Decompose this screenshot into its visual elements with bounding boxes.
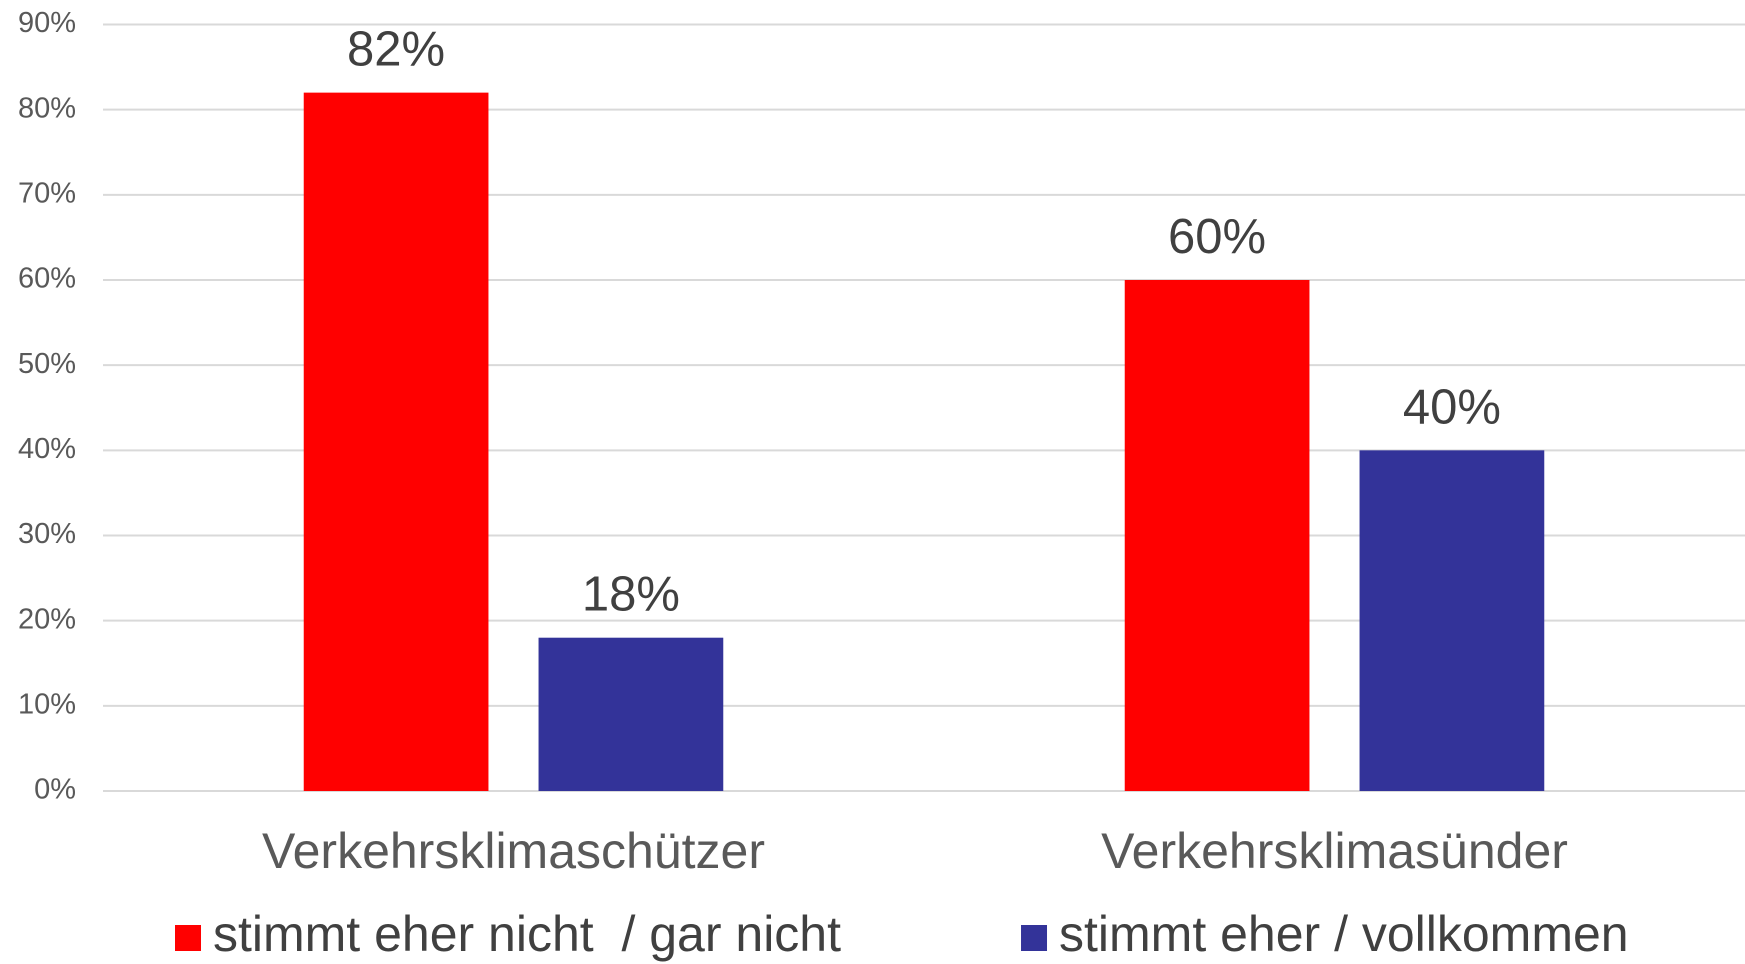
y-tick-label: 30% xyxy=(18,518,76,550)
y-tick-label: 10% xyxy=(18,688,76,720)
y-tick-label: 60% xyxy=(18,263,76,295)
x-tick-label: Verkehrsklimasünder xyxy=(1101,823,1568,879)
bar xyxy=(538,637,724,791)
y-tick-label: 20% xyxy=(18,603,76,635)
y-tick-label: 0% xyxy=(34,774,76,806)
y-tick-label: 50% xyxy=(18,348,76,380)
data-label: 82% xyxy=(347,23,445,77)
bar xyxy=(303,92,489,792)
y-tick-label: 90% xyxy=(18,7,76,39)
bar xyxy=(1124,280,1310,791)
data-label: 18% xyxy=(582,568,680,622)
y-tick-label: 40% xyxy=(18,433,76,465)
y-tick-label: 70% xyxy=(18,177,76,209)
x-tick-label: Verkehrsklimaschützer xyxy=(262,823,765,879)
data-label: 40% xyxy=(1403,380,1501,434)
legend-swatch xyxy=(175,925,201,951)
bar xyxy=(1359,450,1545,791)
y-tick-label: 80% xyxy=(18,92,76,124)
data-label: 60% xyxy=(1168,210,1266,264)
legend-swatch xyxy=(1021,925,1048,951)
legend-label: stimmt eher nicht / gar nicht xyxy=(213,906,841,962)
legend-label: stimmt eher / vollkommen xyxy=(1059,906,1629,962)
